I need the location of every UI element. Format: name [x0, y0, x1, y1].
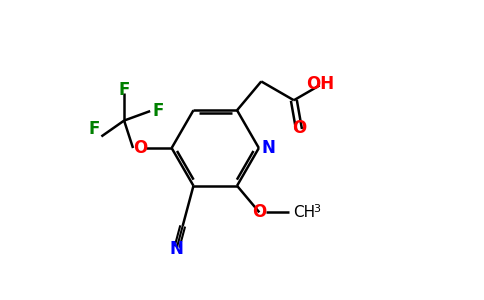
Text: N: N — [169, 240, 183, 258]
Text: F: F — [88, 121, 99, 139]
Text: N: N — [262, 139, 276, 157]
Text: 3: 3 — [313, 204, 320, 214]
Text: O: O — [252, 203, 267, 221]
Text: CH: CH — [293, 205, 315, 220]
Text: F: F — [119, 81, 130, 99]
Text: F: F — [152, 102, 164, 120]
Text: O: O — [133, 139, 147, 157]
Text: OH: OH — [306, 76, 334, 94]
Text: O: O — [292, 119, 306, 137]
